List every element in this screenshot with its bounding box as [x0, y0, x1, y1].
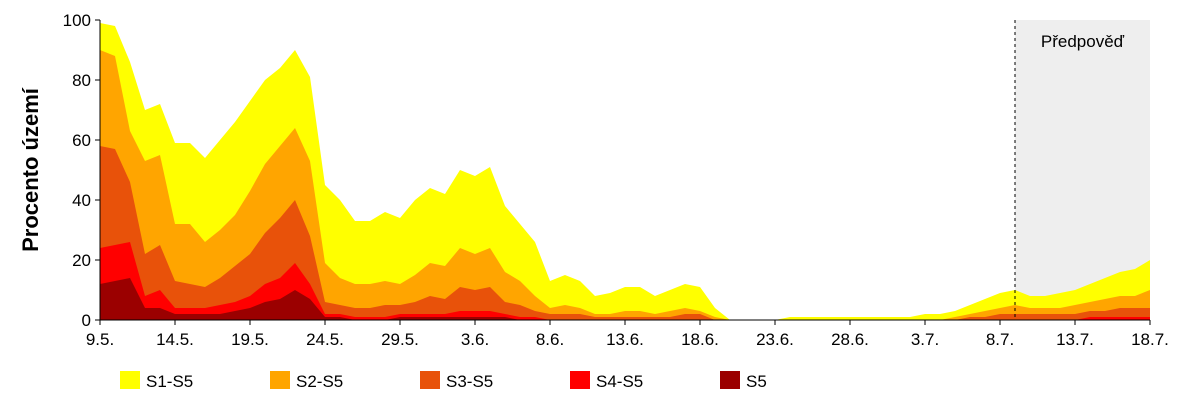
x-tick-label: 18.6. — [681, 330, 719, 349]
x-tick-label: 8.6. — [536, 330, 564, 349]
x-tick-label: 8.7. — [986, 330, 1014, 349]
x-tick-label: 13.6. — [606, 330, 644, 349]
y-tick-label: 60 — [72, 131, 91, 150]
x-tick-label: 3.6. — [461, 330, 489, 349]
x-tick-label: 19.5. — [231, 330, 269, 349]
forecast-region — [1015, 20, 1150, 320]
y-tick-label: 0 — [82, 311, 91, 330]
legend: S1-S5 S2-S5 S3-S5 S4-S5 S5 — [120, 371, 767, 391]
x-tick-label: 24.5. — [306, 330, 344, 349]
legend-label-s5: S5 — [746, 372, 767, 391]
y-axis-label: Procento území — [18, 87, 43, 252]
y-tick-label: 40 — [72, 191, 91, 210]
axes: 0 20 40 60 80 100 9.5. 14.5. 19.5. 24.5. 29.5. 3.6.… — [63, 11, 1169, 349]
x-tick-label: 23.6. — [756, 330, 794, 349]
legend-swatch-s1-s5 — [120, 371, 140, 389]
x-tick-label: 18.7. — [1131, 330, 1169, 349]
area-series-s5 — [100, 278, 1150, 320]
area-series-s3-s5 — [100, 146, 1150, 320]
legend-label-s3-s5: S3-S5 — [446, 372, 493, 391]
legend-label-s2-s5: S2-S5 — [296, 372, 343, 391]
legend-swatch-s2-s5 — [270, 371, 290, 389]
x-tick-label: 14.5. — [156, 330, 194, 349]
x-tick-label: 29.5. — [381, 330, 419, 349]
legend-swatch-s4-s5 — [570, 371, 590, 389]
x-tick-label: 9.5. — [86, 330, 114, 349]
stacked-areas — [100, 23, 1150, 320]
area-series-s4-s5 — [100, 242, 1150, 320]
legend-label-s1-s5: S1-S5 — [146, 372, 193, 391]
legend-label-s4-s5: S4-S5 — [596, 372, 643, 391]
y-tick-label: 100 — [63, 11, 91, 30]
legend-swatch-s3-s5 — [420, 371, 440, 389]
y-tick-label: 80 — [72, 71, 91, 90]
forecast-label: Předpověď — [1041, 32, 1125, 51]
x-tick-label: 3.7. — [911, 330, 939, 349]
legend-swatch-s5 — [720, 371, 740, 389]
area-series-s1-s5 — [100, 23, 1150, 320]
x-tick-label: 28.6. — [831, 330, 869, 349]
x-tick-label: 13.7. — [1056, 330, 1094, 349]
y-tick-label: 20 — [72, 251, 91, 270]
